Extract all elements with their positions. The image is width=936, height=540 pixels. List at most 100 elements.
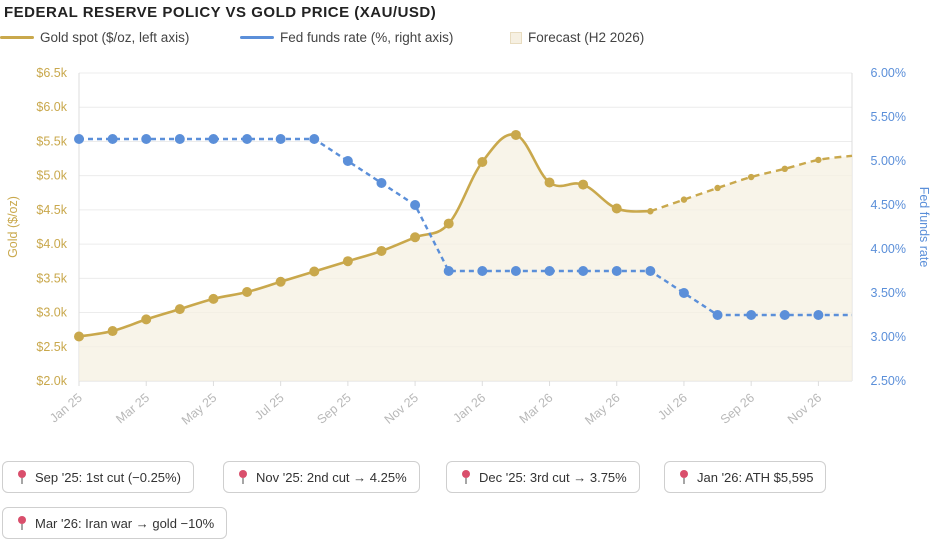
y-tick-label: $5.0k: [36, 169, 67, 183]
y2-tick-label: 6.00%: [871, 66, 906, 80]
legend: Gold spot ($/oz, left axis) Fed funds ra…: [0, 30, 936, 50]
callout-nov-cut[interactable]: Nov '25: 2nd cut → 4.25%: [223, 461, 420, 493]
callout-jan-ath[interactable]: Jan '26: ATH $5,595: [664, 461, 827, 493]
x-tick-label: Mar 26: [517, 391, 556, 427]
gold-point: [510, 129, 521, 140]
gold-point: [647, 208, 654, 215]
fed-point: [477, 266, 488, 276]
fed-point: [74, 134, 84, 144]
callout-mar-war[interactable]: Mar '26: Iran war → gold −10%: [2, 507, 228, 539]
fed-point: [107, 134, 118, 144]
callout-sep-cut[interactable]: Sep '25: 1st cut (−0.25%): [2, 461, 194, 493]
x-tick-label: May 26: [582, 391, 622, 428]
legend-fed-swatch: [240, 36, 274, 39]
gold-point: [544, 177, 555, 188]
legend-item-forecast[interactable]: Forecast (H2 2026): [510, 30, 644, 45]
fed-point: [174, 134, 185, 144]
gold-point: [680, 196, 688, 203]
chart-title: FEDERAL RESERVE POLICY VS GOLD PRICE (XA…: [4, 4, 437, 21]
gold-point: [74, 331, 84, 342]
legend-forecast-swatch: [510, 31, 522, 44]
gold-point: [309, 266, 320, 277]
legend-forecast-label: Forecast (H2 2026): [528, 30, 645, 45]
legend-gold-label: Gold spot ($/oz, left axis): [40, 30, 190, 45]
y-tick-label: $6.0k: [36, 100, 67, 114]
gold-point: [342, 256, 353, 267]
gold-point: [578, 179, 589, 190]
gold-point: [815, 156, 822, 164]
fed-point: [510, 266, 521, 276]
chart-canvas: $2.0k $2.5k $3.0k $3.5k $4.0k $4.5k $5.0k $5.5k…: [6, 66, 931, 428]
legend-gold-swatch: [0, 36, 34, 39]
gold-point: [174, 304, 185, 315]
x-tick-label: Nov 26: [785, 391, 824, 427]
y2-axis-label: Fed funds rate: [917, 187, 931, 268]
fed-point: [712, 310, 723, 320]
legend-item-gold[interactable]: Gold spot ($/oz, left axis): [0, 30, 189, 45]
pin-icon: [459, 469, 473, 485]
fed-point: [141, 134, 152, 144]
gold-point: [443, 218, 454, 229]
y2-tick-label: 2.50%: [871, 374, 906, 388]
callout-label: Mar '26: Iran war → gold −10%: [35, 515, 215, 531]
y-axis-label: Gold ($/oz): [6, 196, 20, 258]
y-tick-label: $2.0k: [36, 374, 67, 388]
y-tick-label: $6.5k: [36, 66, 67, 80]
callout-dec-cut[interactable]: Dec '25: 3rd cut → 3.75%: [446, 461, 640, 493]
y-tick-label: $3.5k: [36, 271, 67, 285]
callout-label: Dec '25: 3rd cut → 3.75%: [479, 469, 627, 485]
gold-point: [477, 156, 488, 167]
gold-point: [242, 287, 253, 298]
y2-tick-label: 4.00%: [871, 242, 906, 256]
callout-label: Sep '25: 1st cut (−0.25%): [35, 469, 181, 485]
fed-point: [678, 288, 689, 298]
legend-item-fed[interactable]: Fed funds rate (%, right axis): [240, 30, 453, 45]
fed-point: [746, 310, 757, 320]
fed-point: [275, 134, 286, 144]
callout-label: Jan '26: ATH $5,595: [697, 469, 814, 485]
gold-point: [714, 184, 721, 192]
pin-icon: [15, 515, 29, 531]
fed-point: [611, 266, 622, 276]
y2-tick-label: 3.50%: [871, 286, 906, 300]
x-tick-label: Jan 26: [450, 391, 488, 426]
x-tick-label: Mar 25: [113, 391, 152, 427]
fed-point: [208, 134, 219, 144]
gold-point: [376, 245, 387, 256]
x-tick-label: Nov 25: [382, 391, 421, 427]
y-tick-label: $4.0k: [36, 237, 67, 251]
legend-fed-label: Fed funds rate (%, right axis): [280, 30, 454, 45]
fed-point: [645, 266, 656, 276]
x-tick-label: May 25: [179, 391, 219, 428]
y-tick-label: $4.5k: [36, 203, 67, 217]
x-tick-label: Sep 25: [314, 391, 353, 427]
gold-point: [747, 173, 755, 181]
gold-point: [141, 314, 152, 325]
fed-series-line: [79, 137, 852, 317]
fed-point: [309, 134, 320, 144]
fed-point: [342, 156, 353, 166]
fed-point: [813, 310, 824, 320]
x-tick-label: Sep 26: [718, 391, 757, 427]
gold-point: [107, 326, 118, 337]
callout-label: Nov '25: 2nd cut → 4.25%: [256, 469, 407, 485]
gold-point: [208, 293, 219, 304]
y-tick-label: $3.0k: [36, 306, 67, 320]
x-tick-label: Jul 25: [252, 391, 287, 423]
pin-icon: [15, 469, 29, 485]
fed-point: [578, 266, 589, 276]
y2-tick-label: 4.50%: [871, 198, 906, 212]
fed-point: [410, 200, 421, 210]
pin-icon: [677, 469, 691, 485]
fed-point: [376, 178, 387, 188]
y-tick-label: $5.5k: [36, 134, 67, 148]
x-tick-label: Jul 26: [655, 391, 690, 423]
y2-tick-label: 5.50%: [871, 110, 906, 124]
gold-point: [781, 165, 788, 173]
fed-point: [779, 310, 790, 320]
x-tick-label: Jan 25: [47, 391, 85, 426]
y-tick-label: $2.5k: [36, 340, 67, 354]
y2-tick-label: 5.00%: [871, 154, 906, 168]
gold-area-fill: [79, 134, 852, 381]
